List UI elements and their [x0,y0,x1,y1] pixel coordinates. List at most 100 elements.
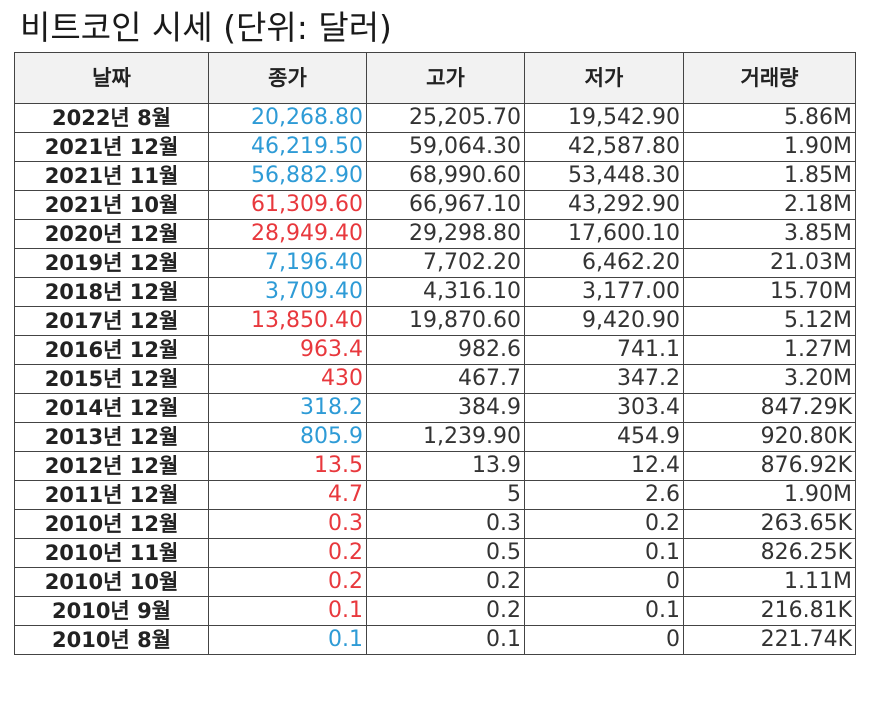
cell-volume: 1.90M [683,132,856,162]
table-row: 2010년 11월 0.2 0.5 0.1 826.25K [14,538,856,568]
cell-date: 2015년 12월 [14,364,209,394]
header-date: 날짜 [14,52,209,104]
cell-close: 4.7 [208,480,367,510]
cell-high: 4,316.10 [366,277,525,307]
table-row: 2012년 12월 13.5 13.9 12.4 876.92K [14,451,856,481]
cell-volume: 5.12M [683,306,856,336]
cell-high: 19,870.60 [366,306,525,336]
cell-volume: 1.27M [683,335,856,365]
cell-close: 61,309.60 [208,190,367,220]
cell-volume: 3.85M [683,219,856,249]
cell-high: 29,298.80 [366,219,525,249]
cell-high: 0.2 [366,596,525,626]
table-row: 2014년 12월 318.2 384.9 303.4 847.29K [14,393,856,423]
cell-low: 303.4 [524,393,684,423]
table-row: 2010년 12월 0.3 0.3 0.2 263.65K [14,509,856,539]
cell-low: 0.1 [524,596,684,626]
cell-volume: 826.25K [683,538,856,568]
cell-date: 2010년 12월 [14,509,209,539]
cell-volume: 15.70M [683,277,856,307]
cell-high: 384.9 [366,393,525,423]
cell-close: 0.3 [208,509,367,539]
table-row: 2018년 12월 3,709.40 4,316.10 3,177.00 15.70M [14,277,856,307]
cell-volume: 2.18M [683,190,856,220]
cell-date: 2021년 12월 [14,132,209,162]
table-row: 2022년 8월 20,268.80 25,205.70 19,542.90 5.86M [14,103,856,133]
cell-high: 7,702.20 [366,248,525,278]
cell-low: 12.4 [524,451,684,481]
table-row: 2017년 12월 13,850.40 19,870.60 9,420.90 5.12M [14,306,856,336]
cell-close: 0.1 [208,596,367,626]
cell-close: 46,219.50 [208,132,367,162]
cell-close: 13,850.40 [208,306,367,336]
cell-volume: 21.03M [683,248,856,278]
cell-close: 7,196.40 [208,248,367,278]
table-row: 2019년 12월 7,196.40 7,702.20 6,462.20 21.03M [14,248,856,278]
cell-close: 430 [208,364,367,394]
cell-date: 2017년 12월 [14,306,209,336]
cell-date: 2016년 12월 [14,335,209,365]
cell-high: 59,064.30 [366,132,525,162]
price-table: 날짜 종가 고가 저가 거래량 2022년 8월 20,268.80 25,205.… [14,52,856,655]
cell-high: 0.5 [366,538,525,568]
table-row: 2021년 11월 56,882.90 68,990.60 53,448.30 1.85… [14,161,856,191]
cell-volume: 1.11M [683,567,856,597]
cell-low: 17,600.10 [524,219,684,249]
cell-high: 0.1 [366,625,525,655]
cell-date: 2019년 12월 [14,248,209,278]
cell-high: 66,967.10 [366,190,525,220]
cell-high: 467.7 [366,364,525,394]
table-row: 2013년 12월 805.9 1,239.90 454.9 920.80K [14,422,856,452]
cell-low: 43,292.90 [524,190,684,220]
cell-high: 13.9 [366,451,525,481]
cell-low: 19,542.90 [524,103,684,133]
cell-date: 2018년 12월 [14,277,209,307]
cell-low: 0 [524,625,684,655]
cell-close: 963.4 [208,335,367,365]
cell-date: 2021년 11월 [14,161,209,191]
cell-low: 741.1 [524,335,684,365]
cell-high: 25,205.70 [366,103,525,133]
cell-close: 13.5 [208,451,367,481]
cell-close: 56,882.90 [208,161,367,191]
cell-close: 0.2 [208,567,367,597]
cell-low: 2.6 [524,480,684,510]
cell-date: 2010년 8월 [14,625,209,655]
cell-low: 347.2 [524,364,684,394]
header-high: 고가 [366,52,525,104]
table-row: 2011년 12월 4.7 5 2.6 1.90M [14,480,856,510]
cell-close: 0.1 [208,625,367,655]
cell-low: 53,448.30 [524,161,684,191]
cell-low: 0 [524,567,684,597]
table-body: 2022년 8월 20,268.80 25,205.70 19,542.90 5.86M… [14,103,856,655]
table-row: 2021년 10월 61,309.60 66,967.10 43,292.90 2.18… [14,190,856,220]
cell-high: 982.6 [366,335,525,365]
table-row: 2010년 10월 0.2 0.2 0 1.11M [14,567,856,597]
cell-volume: 216.81K [683,596,856,626]
cell-date: 2014년 12월 [14,393,209,423]
table-row: 2021년 12월 46,219.50 59,064.30 42,587.80 1.90… [14,132,856,162]
cell-close: 0.2 [208,538,367,568]
table-row: 2010년 8월 0.1 0.1 0 221.74K [14,625,856,655]
cell-date: 2021년 10월 [14,190,209,220]
cell-high: 0.2 [366,567,525,597]
cell-date: 2022년 8월 [14,103,209,133]
cell-volume: 221.74K [683,625,856,655]
header-low: 저가 [524,52,684,104]
table-row: 2016년 12월 963.4 982.6 741.1 1.27M [14,335,856,365]
table-row: 2020년 12월 28,949.40 29,298.80 17,600.10 3.85… [14,219,856,249]
cell-high: 5 [366,480,525,510]
cell-date: 2011년 12월 [14,480,209,510]
cell-high: 1,239.90 [366,422,525,452]
cell-low: 0.2 [524,509,684,539]
cell-date: 2010년 11월 [14,538,209,568]
table-row: 2015년 12월 430 467.7 347.2 3.20M [14,364,856,394]
cell-close: 3,709.40 [208,277,367,307]
cell-low: 6,462.20 [524,248,684,278]
cell-volume: 847.29K [683,393,856,423]
cell-high: 0.3 [366,509,525,539]
header-volume: 거래량 [683,52,856,104]
cell-date: 2010년 9월 [14,596,209,626]
cell-low: 454.9 [524,422,684,452]
cell-volume: 3.20M [683,364,856,394]
